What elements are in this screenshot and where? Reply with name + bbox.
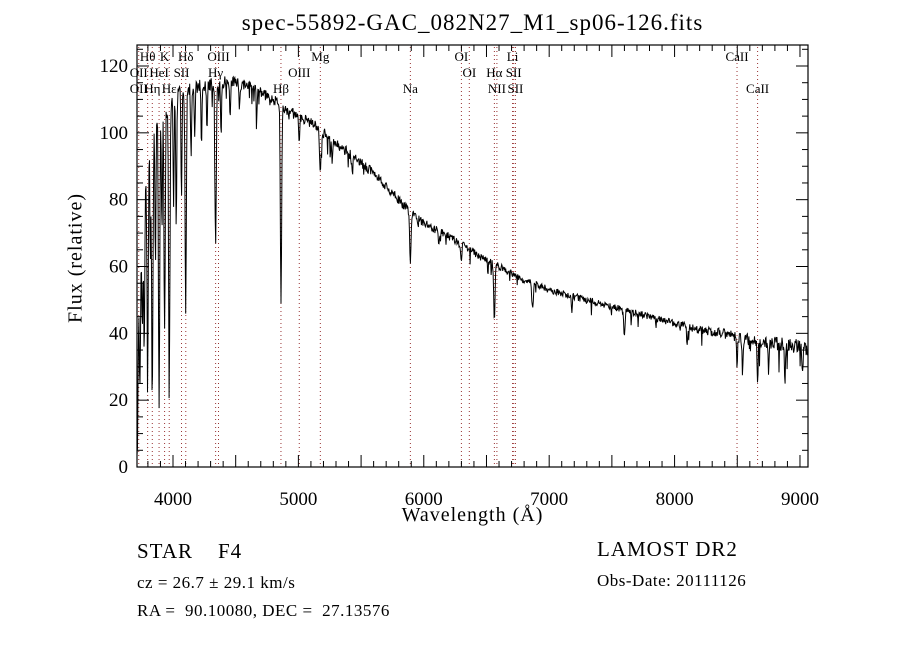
- x-tick-label: 4000: [154, 489, 192, 510]
- spectral-line-label: OIII: [288, 65, 310, 80]
- spectrum-curve: [136, 75, 809, 455]
- plot-title: spec-55892-GAC_082N27_M1_sp06-126.fits: [241, 10, 704, 35]
- spectral-line-label: SII: [506, 65, 522, 80]
- spectral-line-label: Hθ: [140, 49, 156, 64]
- spectral-line-label: OI: [455, 49, 469, 64]
- spectral-line-label: K: [160, 49, 170, 64]
- x-tick-label: 5000: [279, 489, 317, 510]
- y-tick-label: 100: [100, 123, 129, 144]
- spectral-line-label: OII: [130, 81, 148, 96]
- x-tick-label: 7000: [530, 489, 568, 510]
- y-tick-label: 20: [109, 390, 128, 411]
- spectral-line-label: OII: [130, 65, 148, 80]
- spectral-line-label: NII: [488, 81, 506, 96]
- spectral-line-label: OIII: [207, 49, 229, 64]
- obs-date-value: Obs-Date: 20111126: [597, 571, 747, 590]
- y-tick-label: 80: [109, 190, 128, 211]
- spectral-line-label: Hβ: [273, 81, 289, 96]
- x-axis-title: Wavelength (Å): [401, 504, 544, 526]
- spectral-line-label: CaII: [746, 81, 769, 96]
- spectral-line-label: Mg: [311, 49, 330, 64]
- spectral-line-label: Hε: [162, 81, 177, 96]
- object-class-label: STAR F4: [137, 539, 243, 563]
- y-tick-label: 60: [109, 257, 128, 278]
- ra-dec-value: RA = 90.10080, DEC = 27.13576: [137, 601, 390, 620]
- spectral-line-label: Hη: [144, 81, 160, 96]
- spectral-line-label: SII: [508, 81, 524, 96]
- spectral-line-label: Hα: [486, 65, 502, 80]
- spectral-line-label: Hδ: [178, 49, 194, 64]
- spectral-line-label: Na: [403, 81, 418, 96]
- y-tick-label: 0: [119, 457, 129, 478]
- spectral-line-label: SII: [174, 65, 190, 80]
- spectral-line-label: Hγ: [208, 65, 223, 80]
- spectral-line-label: Li: [507, 49, 519, 64]
- x-tick-label: 8000: [656, 489, 694, 510]
- x-tick-label: 9000: [781, 489, 819, 510]
- y-tick-label: 40: [109, 323, 128, 344]
- cz-value: cz = 26.7 ± 29.1 km/s: [137, 573, 296, 592]
- plot-border: [136, 44, 809, 468]
- spectral-line-label: OI: [462, 65, 476, 80]
- spectral-line-label: HeI: [149, 65, 169, 80]
- y-tick-label: 120: [100, 56, 129, 77]
- x-tick-label: 6000: [405, 489, 443, 510]
- survey-label: LAMOST DR2: [597, 537, 738, 561]
